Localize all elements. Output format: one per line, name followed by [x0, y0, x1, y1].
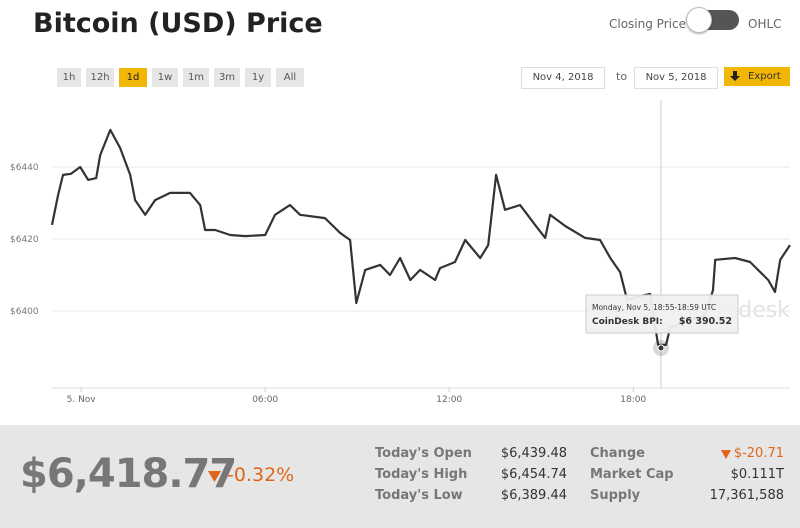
- y-tick-label: $6400: [10, 307, 39, 317]
- date-separator: to: [616, 70, 628, 83]
- range-button[interactable]: 1y: [245, 68, 271, 87]
- toggle-label[interactable]: OHLC: [748, 17, 782, 31]
- stat-value: $-20.71: [733, 446, 784, 461]
- title: Bitcoin (USD) Price: [33, 8, 323, 39]
- price-line: [50, 128, 791, 346]
- range-button[interactable]: 1w: [152, 68, 178, 87]
- summary-panel: [0, 425, 800, 528]
- tooltip-time: Monday, Nov 5, 18:55-18:59 UTC: [592, 303, 716, 312]
- stat-label: Today's Open: [375, 446, 472, 461]
- range-button[interactable]: 1d: [119, 68, 147, 87]
- range-button[interactable]: All: [276, 68, 304, 87]
- tooltip-box: [585, 294, 739, 334]
- y-tick-label: $6440: [10, 163, 39, 173]
- range-button[interactable]: 1h: [57, 68, 81, 87]
- date-from[interactable]: Nov 4, 2018: [521, 67, 605, 89]
- stat-label: Today's High: [375, 467, 468, 482]
- range-button[interactable]: 12h: [86, 68, 114, 87]
- tooltip-value: $6 390.52: [679, 316, 732, 327]
- current-price: $6,418.77: [20, 451, 237, 497]
- x-tick-label: 12:00: [436, 395, 462, 405]
- stat-value: $6,439.48: [500, 446, 567, 461]
- date-to[interactable]: Nov 5, 2018: [634, 67, 718, 89]
- down-arrow: [721, 450, 731, 459]
- stat-label: Market Cap: [590, 467, 674, 482]
- stat-label: Today's Low: [375, 488, 463, 503]
- stat-value: 17,361,588: [709, 488, 784, 503]
- change-percent: -0.32%: [227, 464, 295, 486]
- tooltip-label: CoinDesk BPI:: [592, 317, 663, 327]
- x-tick-label: 18:00: [620, 395, 646, 405]
- stat-value: $6,454.74: [500, 467, 567, 482]
- stat-value: $6,389.44: [500, 488, 567, 503]
- stat-label: Supply: [590, 488, 641, 503]
- toggle-knob[interactable]: [686, 7, 712, 33]
- hover-point: [657, 344, 665, 352]
- export-button[interactable]: Export: [724, 67, 790, 86]
- down-arrow: [208, 471, 221, 482]
- toggle-label[interactable]: Closing Price: [609, 17, 686, 31]
- range-button[interactable]: 3m: [214, 68, 240, 87]
- x-tick-label: 06:00: [252, 395, 278, 405]
- stat-label: Change: [590, 446, 645, 461]
- stat-value: $0.111T: [730, 467, 784, 482]
- export-icon: [730, 71, 740, 81]
- x-tick-label: 5. Nov: [67, 395, 97, 405]
- y-tick-label: $6420: [10, 235, 39, 245]
- range-button[interactable]: 1m: [183, 68, 209, 87]
